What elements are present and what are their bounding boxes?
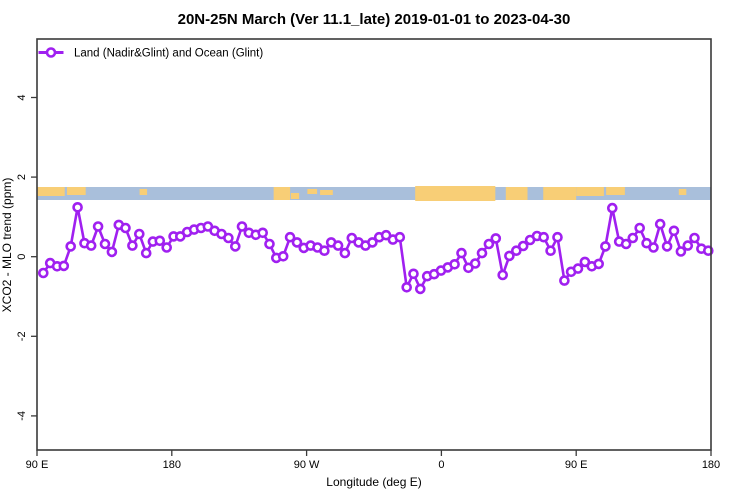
land-segment [606, 187, 625, 195]
x-tick-label: 180 [702, 459, 720, 471]
data-point-marker [277, 250, 289, 262]
y-tick-label: 4 [16, 94, 28, 100]
data-point-marker [319, 245, 330, 256]
data-point-marker [65, 241, 76, 252]
y-tick-label: 2 [16, 174, 28, 180]
chart-title: 20N-25N March (Ver 11.1_late) 2019-01-01… [178, 11, 571, 28]
land-segment [139, 189, 148, 195]
data-point-marker [223, 232, 234, 244]
data-point-marker [545, 245, 556, 256]
data-point-marker [58, 260, 70, 272]
data-point-marker [559, 275, 570, 286]
land-segment [576, 187, 604, 196]
data-point-marker [332, 240, 344, 251]
data-point-marker [538, 231, 550, 243]
data-point-marker [236, 221, 248, 232]
data-point-marker [476, 247, 488, 259]
data-point-marker [106, 246, 118, 258]
data-point-marker [449, 258, 460, 270]
data-point-marker [689, 232, 700, 244]
land-segment [307, 189, 318, 194]
data-point-marker [661, 241, 673, 252]
data-point-marker [517, 240, 529, 252]
x-tick-label: 90 E [26, 459, 49, 471]
data-point-marker [504, 250, 515, 262]
data-point-marker [469, 258, 481, 269]
land-segment [273, 187, 291, 200]
data-point-marker [408, 268, 419, 280]
data-point-marker [414, 283, 426, 295]
land-segment [505, 187, 528, 200]
data-point-marker [99, 238, 111, 250]
data-point-marker [394, 231, 406, 243]
x-tick-label: 0 [438, 459, 444, 471]
land-segment [678, 189, 687, 195]
data-point-marker [490, 233, 502, 244]
data-point-marker [456, 247, 467, 259]
x-axis-title: Longitude (deg E) [326, 475, 421, 489]
data-point-marker [552, 231, 563, 243]
legend-label: Land (Nadir&Glint) and Ocean (Glint) [74, 48, 263, 60]
data-point-marker [620, 238, 632, 250]
land-segment [415, 186, 496, 201]
land-segment [37, 187, 65, 196]
data-point-marker [134, 228, 145, 240]
data-point-marker [85, 240, 97, 251]
data-point-marker [264, 238, 275, 250]
x-tick-label: 90 E [565, 459, 588, 471]
data-point-marker [161, 242, 172, 253]
map-band [37, 186, 711, 201]
data-point-marker [37, 267, 49, 279]
data-point-marker [140, 247, 152, 259]
land-segment [543, 187, 577, 200]
data-point-marker [682, 240, 694, 251]
data-point-marker [127, 240, 138, 251]
land-segment [320, 190, 333, 195]
y-tick-label: 0 [16, 254, 28, 260]
data-point-marker [675, 246, 687, 257]
data-point-marker [572, 263, 584, 274]
data-point-marker [284, 231, 296, 243]
data-point-marker [654, 218, 666, 230]
data-point-marker [497, 269, 509, 281]
land-segment [290, 193, 300, 199]
data-series [37, 202, 714, 295]
data-point-marker [600, 241, 611, 252]
data-point-marker [257, 227, 269, 239]
data-point-marker [154, 235, 166, 247]
data-point-marker [92, 221, 104, 232]
ocean-strip [37, 187, 711, 200]
data-point-marker [72, 202, 83, 213]
data-point-marker [648, 242, 659, 253]
data-point-marker [627, 232, 639, 244]
data-point-marker [401, 281, 413, 293]
data-point-marker [510, 245, 522, 256]
y-tick-label: -4 [16, 411, 28, 421]
data-point-marker [230, 241, 241, 252]
data-point-marker [606, 202, 618, 214]
data-point-marker [668, 225, 680, 237]
x-tick-label: 180 [163, 459, 181, 471]
data-point-marker [291, 237, 303, 248]
data-point-marker [593, 258, 605, 270]
y-axis-title: XCO2 - MLO trend (ppm) [0, 178, 14, 313]
x-tick-label: 90 W [294, 459, 320, 471]
legend: Land (Nadir&Glint) and Ocean (Glint) [38, 47, 263, 60]
legend-marker-icon [45, 47, 57, 58]
data-point-marker [483, 238, 495, 250]
data-point-marker [634, 222, 646, 234]
plot-border [36, 38, 712, 451]
data-point-marker [367, 237, 378, 248]
land-segment [66, 187, 86, 195]
axis-ticks: 90 E 180 90 W 0 90 E 180 -4 -2 0 2 4 [16, 94, 720, 471]
data-point-marker [339, 247, 351, 259]
data-point-marker [120, 222, 131, 234]
y-tick-label: -2 [16, 331, 28, 341]
